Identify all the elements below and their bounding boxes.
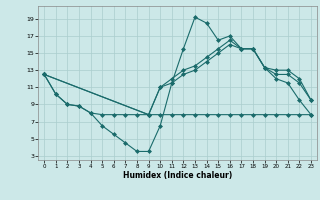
X-axis label: Humidex (Indice chaleur): Humidex (Indice chaleur)	[123, 171, 232, 180]
